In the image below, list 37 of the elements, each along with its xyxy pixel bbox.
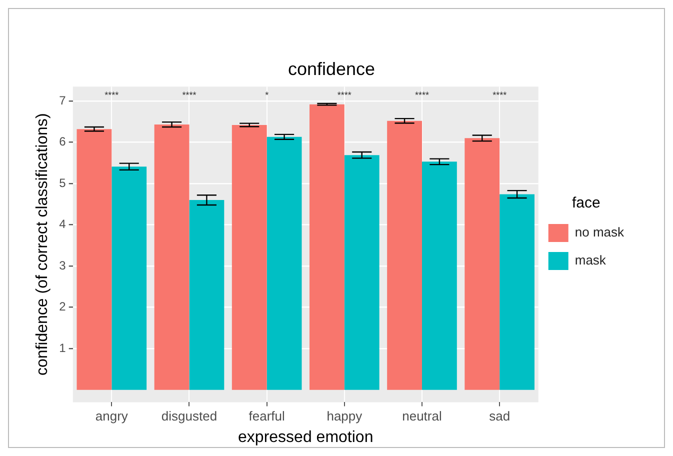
bar bbox=[76, 129, 112, 390]
y-axis-title: confidence (of correct classifications) bbox=[34, 113, 52, 376]
bar bbox=[464, 138, 500, 390]
y-tick-label: 5 bbox=[59, 176, 66, 190]
y-tick-label: 6 bbox=[59, 134, 66, 149]
y-tick-label: 4 bbox=[59, 217, 66, 232]
y-tick-label: 1 bbox=[59, 340, 66, 355]
bar bbox=[189, 200, 224, 390]
bar bbox=[500, 194, 534, 390]
legend-label: no mask bbox=[574, 224, 624, 240]
x-tick-label: angry bbox=[95, 408, 128, 424]
chart-title: confidence bbox=[288, 58, 376, 79]
annotation: **** bbox=[104, 90, 120, 100]
y-tick-label: 7 bbox=[59, 93, 66, 108]
bar bbox=[310, 104, 344, 390]
annotation: **** bbox=[337, 90, 352, 100]
bar bbox=[112, 166, 147, 390]
x-tick-label: disgusted bbox=[161, 408, 218, 424]
x-tick-label: happy bbox=[326, 408, 363, 424]
annotation: **** bbox=[492, 90, 508, 100]
annotation: **** bbox=[414, 90, 430, 100]
y-tick-label: 3 bbox=[59, 258, 66, 272]
x-tick-label: fearful bbox=[248, 408, 286, 424]
legend-label: mask bbox=[574, 252, 606, 268]
annotation: **** bbox=[182, 90, 197, 100]
bar bbox=[422, 162, 457, 390]
y-tick-label: 2 bbox=[59, 300, 66, 314]
x-tick-label: sad bbox=[489, 408, 510, 424]
annotation: * bbox=[265, 90, 270, 100]
bar bbox=[266, 136, 302, 390]
bar bbox=[232, 124, 267, 390]
bar bbox=[154, 124, 190, 390]
bar bbox=[344, 155, 380, 390]
x-axis-title: expressed emotion bbox=[238, 428, 374, 446]
x-tick-label: neutral bbox=[402, 408, 442, 424]
bar bbox=[387, 120, 422, 390]
legend-title: face bbox=[572, 194, 600, 212]
